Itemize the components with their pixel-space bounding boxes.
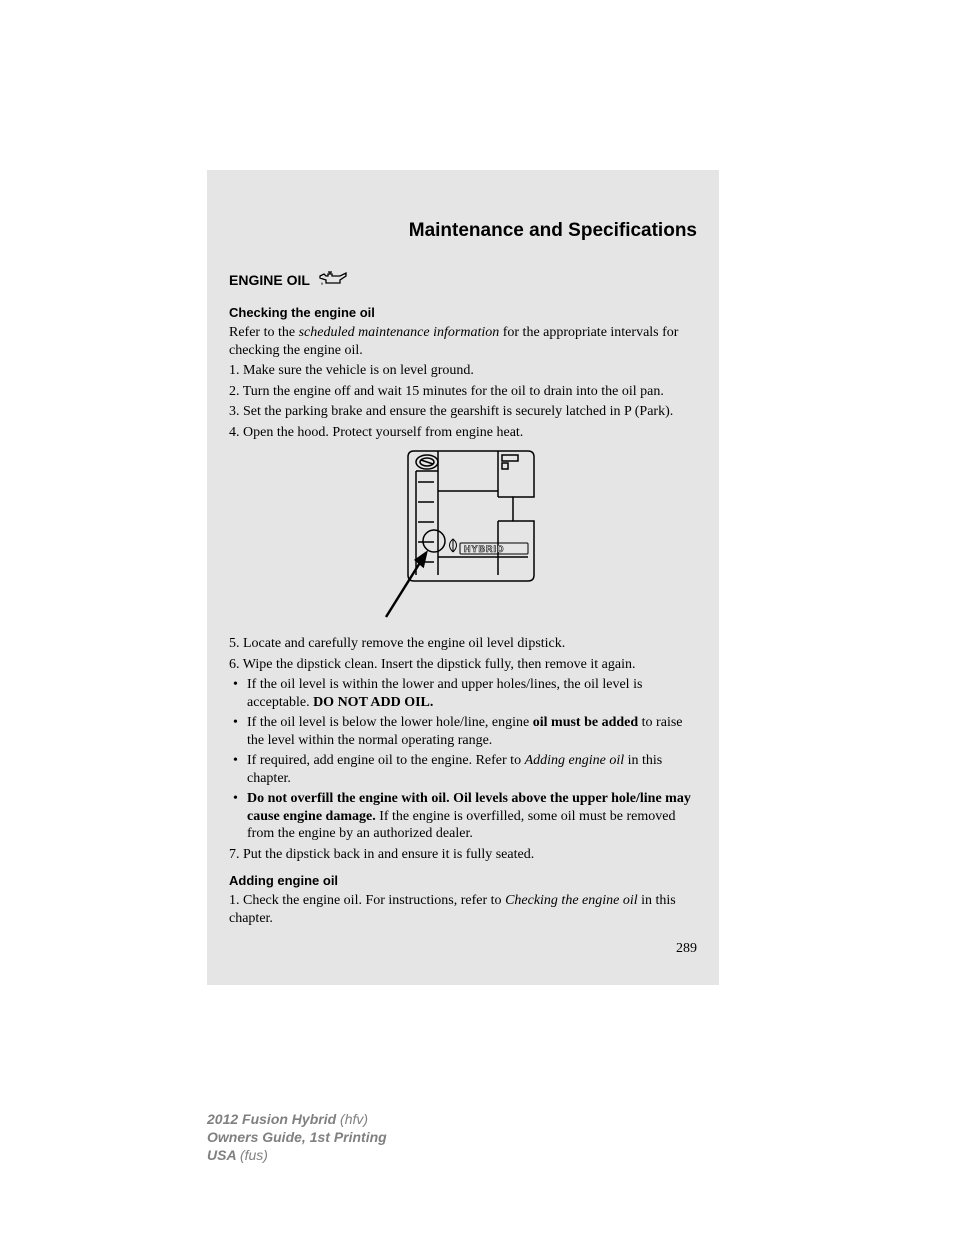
footer: 2012 Fusion Hybrid (hfv) Owners Guide, 1…	[207, 1110, 387, 1165]
dipstick-arrow	[386, 553, 426, 617]
section-h1-text: ENGINE OIL	[229, 272, 310, 288]
footer-line-2: Owners Guide, 1st Printing	[207, 1128, 387, 1146]
add1-i: Checking the engine oil	[505, 893, 638, 908]
hybrid-label: HYBRID	[464, 544, 505, 554]
footer-model: 2012 Fusion Hybrid	[207, 1111, 340, 1127]
page-number: 289	[229, 941, 697, 957]
b2-a: If the oil level is below the lower hole…	[247, 715, 533, 730]
chapter-title: Maintenance and Specifications	[229, 220, 697, 242]
oil-can-icon	[318, 270, 348, 289]
step-3: 3. Set the parking brake and ensure the …	[229, 403, 697, 421]
b1-a: If the oil level is within the lower and…	[247, 677, 642, 710]
step-2: 2. Turn the engine off and wait 15 minut…	[229, 383, 697, 401]
bullet-4: Do not overfill the engine with oil. Oil…	[247, 790, 697, 843]
step-6: 6. Wipe the dipstick clean. Insert the d…	[229, 656, 697, 674]
intro-text: Refer to the scheduled maintenance infor…	[229, 324, 697, 359]
page-content: Maintenance and Specifications ENGINE OI…	[207, 170, 719, 985]
section-heading-engine-oil: ENGINE OIL	[229, 270, 697, 289]
step-7: 7. Put the dipstick back in and ensure i…	[229, 846, 697, 864]
b3-i: Adding engine oil	[525, 753, 625, 768]
bullet-2: If the oil level is below the lower hole…	[247, 714, 697, 749]
b2-b: oil must be added	[533, 715, 638, 730]
add1-a: 1. Check the engine oil. For instruction…	[229, 893, 505, 908]
subheading-checking-oil: Checking the engine oil	[229, 305, 697, 320]
footer-code2: (fus)	[240, 1147, 268, 1163]
adding-step-1: 1. Check the engine oil. For instruction…	[229, 892, 697, 927]
b1-b: DO NOT ADD OIL.	[313, 695, 433, 710]
footer-region: USA	[207, 1147, 240, 1163]
footer-code1: (hfv)	[340, 1111, 368, 1127]
footer-line-1: 2012 Fusion Hybrid (hfv)	[207, 1110, 387, 1128]
bullet-3: If required, add engine oil to the engin…	[247, 752, 697, 787]
b3-a: If required, add engine oil to the engin…	[247, 753, 525, 768]
step-4: 4. Open the hood. Protect yourself from …	[229, 424, 697, 442]
step-5: 5. Locate and carefully remove the engin…	[229, 635, 697, 653]
footer-line-3: USA (fus)	[207, 1146, 387, 1164]
oil-level-bullets: If the oil level is within the lower and…	[229, 676, 697, 843]
intro-i: scheduled maintenance information	[299, 325, 500, 340]
intro-a: Refer to the	[229, 325, 299, 340]
bullet-1: If the oil level is within the lower and…	[247, 676, 697, 711]
engine-cover-diagram: HYBRID	[378, 447, 548, 625]
subheading-adding-oil: Adding engine oil	[229, 873, 697, 888]
step-1: 1. Make sure the vehicle is on level gro…	[229, 362, 697, 380]
